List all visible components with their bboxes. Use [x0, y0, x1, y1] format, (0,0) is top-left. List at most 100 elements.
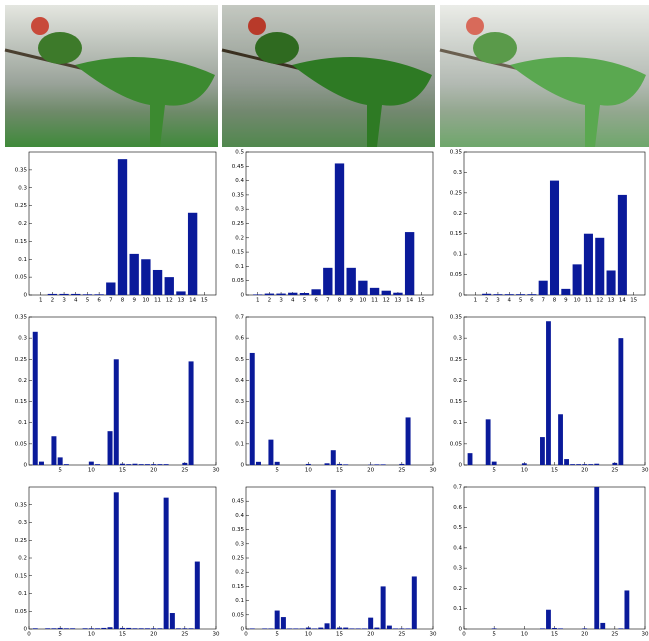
bar	[561, 289, 570, 295]
x-tick-label: 2	[485, 298, 489, 304]
x-tick-label: 10	[305, 632, 312, 638]
bar	[482, 294, 491, 295]
bar	[486, 419, 491, 465]
y-tick-label: 0	[24, 293, 28, 299]
x-tick-label: 2	[268, 298, 272, 304]
x-tick-label: 11	[154, 298, 161, 304]
x-tick-label: 10	[521, 632, 528, 638]
x-tick-label: 20	[150, 468, 157, 474]
bar	[393, 628, 398, 629]
y-tick-label: 0.45	[232, 499, 245, 505]
y-tick-label: 0.3	[453, 170, 462, 176]
bar	[358, 281, 367, 295]
x-tick-label: 20	[581, 468, 588, 474]
x-tick-label: 3	[62, 298, 66, 304]
bar	[405, 232, 414, 295]
y-tick-label: 0.3	[18, 185, 27, 191]
y-tick-label: 0.3	[18, 520, 27, 526]
x-tick-label: 25	[611, 632, 618, 638]
photo	[440, 5, 649, 147]
x-tick-label: 15	[336, 632, 343, 638]
bar	[114, 492, 119, 629]
y-tick-label: 0	[459, 293, 463, 299]
bar	[164, 498, 169, 629]
bar	[51, 628, 56, 629]
bar	[64, 628, 69, 629]
x-tick-label: 20	[367, 468, 374, 474]
x-tick-label: 10	[359, 298, 366, 304]
x-tick-label: 14	[189, 298, 196, 304]
y-tick-label: 0.1	[235, 598, 244, 604]
bar	[118, 159, 127, 295]
y-tick-label: 0.3	[235, 207, 244, 213]
x-tick-label: 25	[398, 468, 405, 474]
x-tick-label: 25	[611, 468, 618, 474]
x-tick-label: 10	[574, 298, 581, 304]
x-tick-label: 5	[303, 298, 307, 304]
bar	[584, 234, 593, 295]
x-tick-label: 5	[58, 632, 62, 638]
y-tick-label: 0.2	[18, 378, 27, 384]
bar	[83, 628, 88, 629]
y-tick-label: 0	[24, 463, 28, 469]
y-tick-label: 0.35	[232, 527, 245, 533]
x-tick-label: 5	[492, 468, 496, 474]
bar	[406, 628, 411, 629]
y-tick-label: 0.3	[453, 336, 462, 342]
y-tick-label: 0.15	[15, 573, 28, 579]
bar	[250, 353, 255, 465]
y-tick-label: 0.05	[15, 441, 28, 447]
x-tick-label: 11	[371, 298, 378, 304]
y-tick-label: 0.2	[453, 378, 462, 384]
bar	[516, 294, 525, 295]
bar	[120, 464, 125, 465]
bar	[59, 294, 68, 295]
y-tick-label: 0.15	[450, 399, 463, 405]
y-tick-label: 0.05	[450, 272, 463, 278]
bar	[362, 628, 367, 629]
bar	[540, 437, 545, 465]
y-tick-label: 0.2	[235, 420, 244, 426]
bar	[94, 294, 103, 295]
x-tick-label: 5	[519, 298, 523, 304]
x-tick-label: 25	[181, 632, 188, 638]
y-tick-label: 0.4	[235, 513, 244, 519]
bar	[624, 590, 629, 629]
x-tick-label: 4	[291, 298, 295, 304]
bar	[564, 459, 569, 465]
x-tick-label: 15	[119, 632, 126, 638]
y-tick-label: 0.3	[453, 566, 462, 572]
bar	[399, 464, 404, 465]
x-tick-label: 12	[596, 298, 603, 304]
x-tick-label: 8	[338, 298, 342, 304]
x-tick-label: 30	[430, 632, 437, 638]
x-tick-label: 7	[109, 298, 113, 304]
x-tick-label: 13	[608, 298, 615, 304]
x-tick-label: 6	[530, 298, 534, 304]
y-tick-label: 0.3	[235, 399, 244, 405]
y-tick-label: 0.2	[235, 235, 244, 241]
bar	[399, 628, 404, 629]
x-tick-label: 20	[150, 632, 157, 638]
y-tick-label: 0.45	[232, 164, 245, 170]
bar	[141, 259, 150, 295]
bar	[276, 294, 285, 295]
bar	[552, 628, 557, 629]
bar	[323, 268, 332, 295]
bar	[349, 628, 354, 629]
bar	[374, 464, 379, 465]
bar	[293, 628, 298, 629]
bar	[114, 359, 119, 465]
x-tick-label: 0	[244, 632, 248, 638]
bar	[594, 464, 599, 465]
bar	[70, 628, 75, 629]
bar	[287, 628, 292, 629]
y-tick-label: 0.15	[232, 250, 245, 256]
bar	[268, 440, 273, 465]
bar	[527, 294, 536, 295]
x-tick-label: 30	[642, 468, 649, 474]
bar	[582, 464, 587, 465]
y-tick-label: 0.35	[15, 502, 28, 508]
bar	[382, 291, 391, 295]
bar	[492, 628, 497, 629]
